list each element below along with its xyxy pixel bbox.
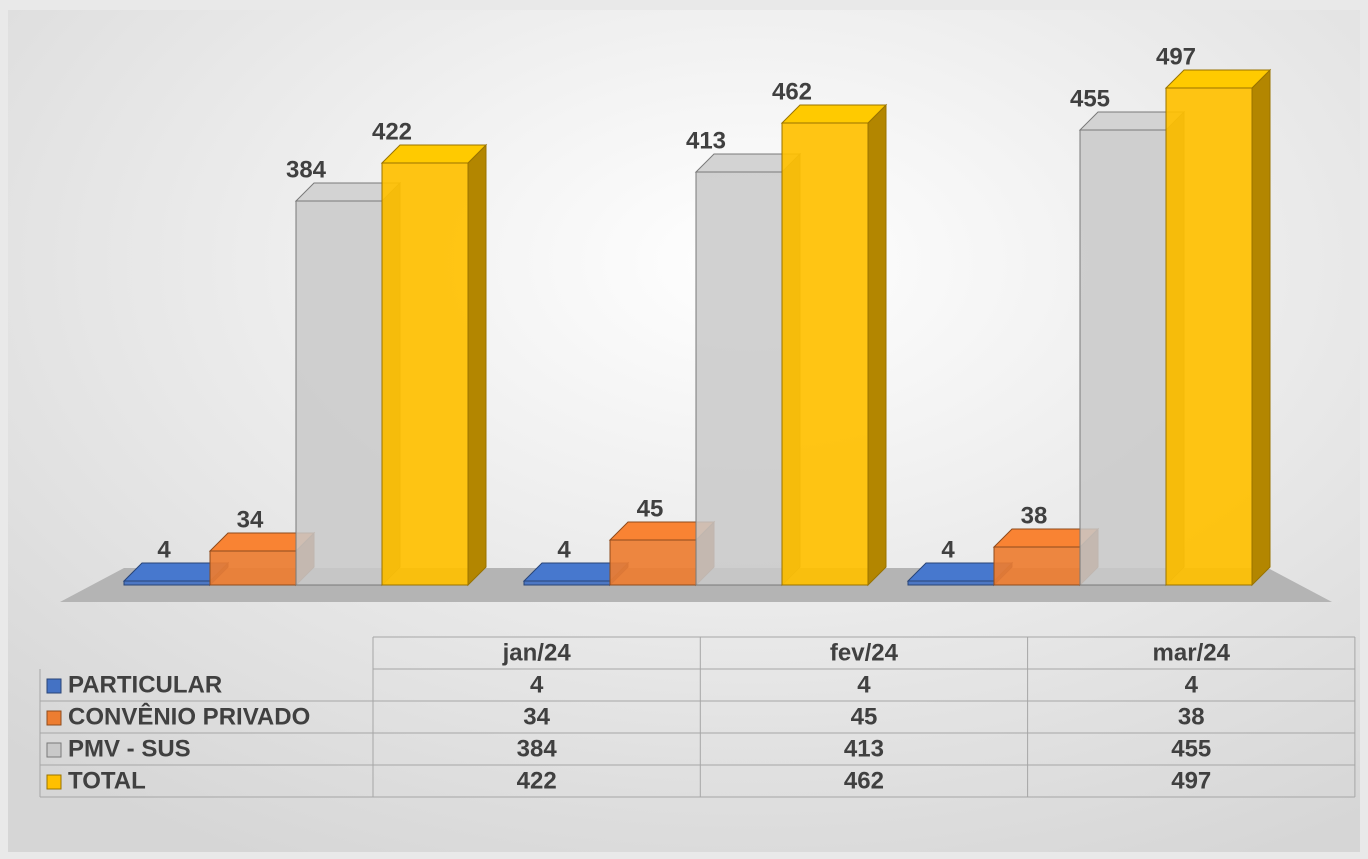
bar-front — [123, 580, 211, 586]
legend-label: PARTICULAR — [68, 671, 222, 698]
bar-front — [609, 539, 697, 586]
table-value: 4 — [530, 671, 544, 698]
bar-side — [1251, 68, 1271, 587]
table-value: 413 — [844, 735, 884, 762]
bar-top — [1164, 69, 1272, 89]
table-value: 422 — [517, 767, 557, 794]
legend-label: TOTAL — [68, 767, 146, 794]
bar-side — [867, 103, 887, 587]
bar-front — [695, 171, 783, 586]
table-value: 455 — [1171, 735, 1211, 762]
table-value: 462 — [844, 767, 884, 794]
data-label: 497 — [1156, 43, 1196, 70]
data-label: 4 — [157, 536, 171, 563]
data-label: 4 — [557, 536, 571, 563]
data-label: 45 — [637, 495, 664, 522]
table-value: 384 — [517, 735, 558, 762]
bar-front — [907, 580, 995, 586]
column-header: jan/24 — [502, 639, 572, 666]
table-value: 4 — [857, 671, 871, 698]
bar-front — [209, 550, 297, 586]
bar-front — [993, 546, 1081, 586]
data-label: 34 — [237, 506, 264, 533]
table-value: 4 — [1185, 671, 1199, 698]
legend-key — [46, 710, 62, 726]
data-label: 413 — [686, 127, 726, 154]
table-value: 34 — [523, 703, 550, 730]
bar-front — [781, 122, 869, 586]
bar-front — [1079, 129, 1167, 586]
bar-top — [780, 104, 888, 124]
bar-front — [523, 580, 611, 586]
column-header: fev/24 — [830, 639, 899, 666]
column-header: mar/24 — [1153, 639, 1231, 666]
bar-front — [1165, 87, 1253, 586]
bar — [780, 103, 888, 587]
data-label: 384 — [286, 156, 327, 183]
data-label: 462 — [772, 78, 812, 105]
legend-key — [46, 742, 62, 758]
data-label: 422 — [372, 118, 412, 145]
legend-label: PMV - SUS — [68, 735, 191, 762]
legend-key — [46, 774, 62, 790]
data-label: 455 — [1070, 85, 1110, 112]
bar-top — [380, 144, 488, 164]
data-label: 4 — [941, 536, 955, 563]
bar — [380, 143, 488, 587]
bar — [1164, 68, 1272, 587]
table-value: 497 — [1171, 767, 1211, 794]
bar-front — [295, 200, 383, 586]
bar-front — [381, 162, 469, 586]
data-table: jan/24 fev/24 mar/24 PARTICULAR 4 4 4 CONVÊNIO … — [39, 636, 1356, 798]
table-value: 38 — [1178, 703, 1205, 730]
legend-key — [46, 678, 62, 694]
table-value: 45 — [851, 703, 878, 730]
bar-side — [467, 143, 487, 587]
data-label: 38 — [1021, 502, 1048, 529]
legend-label: CONVÊNIO PRIVADO — [68, 702, 310, 730]
